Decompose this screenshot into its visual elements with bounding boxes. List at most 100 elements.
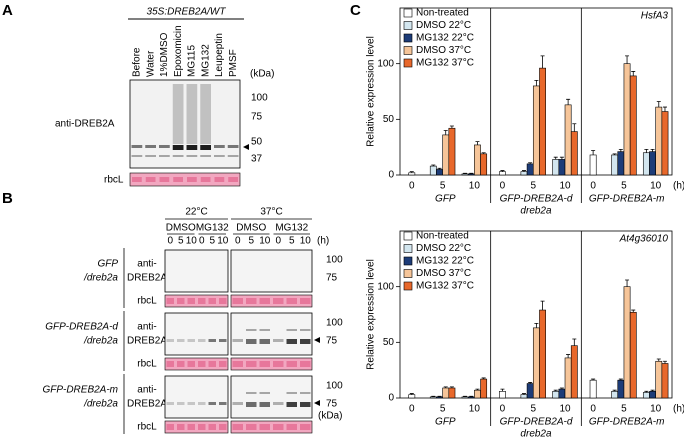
error-bar <box>572 338 577 346</box>
y-axis-label: Relative expression level <box>366 259 377 370</box>
band <box>166 402 174 405</box>
loading-blot <box>230 294 313 308</box>
loading-band <box>208 424 216 430</box>
bar <box>623 286 631 399</box>
band <box>187 402 195 405</box>
error-bar <box>566 354 571 358</box>
error-bar <box>553 156 558 160</box>
error-bar <box>431 395 436 397</box>
loading-band <box>187 177 197 182</box>
legend-label: DMSO 22°C <box>416 20 471 31</box>
band <box>219 402 227 405</box>
label: 75 <box>326 273 338 284</box>
bar <box>436 169 443 176</box>
error-bar <box>650 148 655 152</box>
loading-band <box>166 298 174 304</box>
label: /dreb2a <box>83 336 118 347</box>
x-axis-label: (h) <box>673 181 684 192</box>
lane-label: MG132 <box>200 44 211 77</box>
error-bar <box>540 55 545 69</box>
label: 0 <box>199 236 205 247</box>
bar <box>499 171 506 176</box>
label: anti- <box>137 385 156 396</box>
group-label: GFP-DREB2A-d <box>500 194 573 205</box>
band <box>246 392 257 394</box>
bar <box>642 392 650 399</box>
bar <box>564 104 572 176</box>
legend-label: Non-treated <box>416 231 469 242</box>
band <box>177 339 185 342</box>
genotype-header: 35S:DREB2A/WT <box>147 7 227 18</box>
error-bar <box>475 141 480 145</box>
legend-swatch <box>403 21 413 30</box>
band <box>200 155 211 157</box>
blot <box>164 249 229 293</box>
bar <box>539 309 546 399</box>
x-tick-label: 0 <box>409 404 415 415</box>
legend-swatch <box>403 256 413 266</box>
panel-letter: A <box>2 2 13 19</box>
bar <box>623 63 631 176</box>
band <box>246 329 257 331</box>
band <box>186 155 198 157</box>
lane-label: MG115 <box>187 45 198 77</box>
blot <box>164 312 229 356</box>
loading-band <box>259 361 270 367</box>
label: 100 <box>326 381 343 392</box>
band <box>259 339 270 344</box>
loading-band <box>273 298 284 304</box>
x-tick-label: 5 <box>530 404 536 415</box>
legend-label: MG132 22°C <box>416 33 474 44</box>
lane-label: Water <box>145 50 156 77</box>
band <box>208 339 216 342</box>
loading-band <box>286 424 297 430</box>
legend-label: DMSO 22°C <box>416 243 471 254</box>
bar <box>429 165 437 176</box>
band <box>159 155 170 157</box>
error-bar <box>500 388 505 392</box>
error-bar <box>449 125 454 129</box>
error-bar <box>409 171 414 173</box>
arrowhead <box>314 337 320 343</box>
band <box>286 339 297 344</box>
band <box>259 392 270 394</box>
error-bar <box>618 378 623 381</box>
panel-letter: C <box>350 2 361 19</box>
label: 22°C <box>185 207 207 218</box>
loading-band <box>259 424 270 430</box>
loading-band <box>198 424 206 430</box>
bar <box>408 172 416 176</box>
arrowhead <box>243 144 249 150</box>
band <box>145 155 156 157</box>
smear <box>200 84 211 144</box>
band <box>286 402 297 407</box>
label: 5 <box>178 236 184 247</box>
loading-band <box>219 361 227 367</box>
bar <box>467 396 475 399</box>
bar <box>629 75 637 176</box>
x-tick-label: 10 <box>559 404 571 415</box>
label: rbcL <box>104 175 124 186</box>
loading-band <box>208 361 216 367</box>
panel-letter: B <box>2 190 13 207</box>
bar <box>617 379 625 399</box>
bar <box>474 144 481 176</box>
loading-band <box>173 177 183 182</box>
label: (kDa) <box>250 69 274 80</box>
label: DMSO <box>236 223 266 234</box>
bar <box>655 360 663 399</box>
band <box>198 402 206 405</box>
label: rbcL <box>137 359 157 370</box>
lane-label: Leupeptin <box>214 33 225 77</box>
bar <box>532 85 540 176</box>
loading-band <box>187 361 195 367</box>
band <box>300 339 311 344</box>
error-bar <box>540 300 545 311</box>
legend-label: MG132 37°C <box>416 281 474 292</box>
loading-band <box>177 298 185 304</box>
band <box>186 145 198 150</box>
label: 100 <box>251 93 268 104</box>
label: GFP <box>97 259 118 270</box>
bar <box>499 391 506 399</box>
label: 37 <box>251 154 263 165</box>
